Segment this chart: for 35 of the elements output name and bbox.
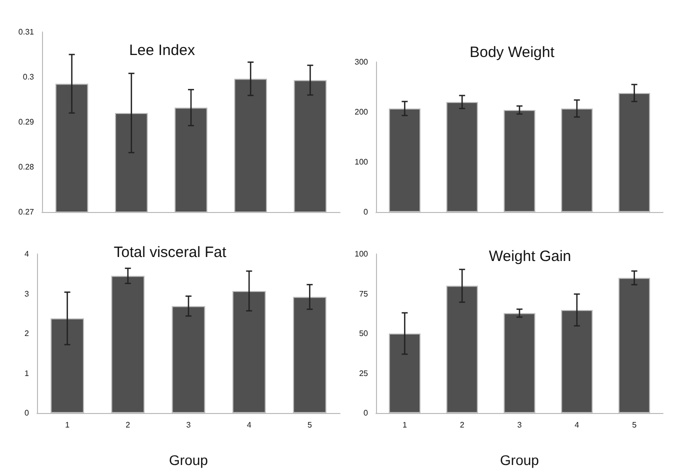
x-tick-label: 1 [402,420,408,430]
y-tick-label: 50 [359,329,369,338]
y-tick-label: 0.29 [18,118,35,126]
y-tick-label: 100 [354,250,369,258]
y-tick-label: 0.3 [22,72,35,82]
chart-title: Total visceral Fat [114,244,228,261]
x-tick-label: 5 [632,420,638,430]
x-tick-label: 2 [126,420,131,430]
y-tick-label: 4 [24,250,30,258]
x-axis-title: Group [169,452,208,468]
x-tick-label: 4 [246,420,252,430]
x-tick-label: 4 [574,420,580,430]
text: Lee Index [129,42,196,59]
y-tick-label: 0 [364,208,369,216]
x-axis-title: Group [500,452,540,468]
chart-title: Body Weight [470,44,556,61]
y-tick-label: 2 [24,329,30,338]
y-tick-label: 0.28 [18,162,35,172]
chart-title: Weight Gain [488,248,572,265]
y-tick-label: 75 [359,289,369,298]
y-tick-label: 25 [359,368,369,378]
y-tick-label: 3 [24,289,30,298]
y-tick-label: 100 [354,158,369,166]
y-tick-label: 0 [364,408,369,418]
x-tick-label: 5 [307,420,312,430]
y-tick-label: 0.27 [18,208,35,216]
x-tick-label: 1 [65,420,70,430]
x-tick-label: 3 [186,420,192,430]
y-tick-label: 200 [354,108,369,116]
y-tick-label: 300 [354,58,369,66]
y-tick-label: 0 [24,408,30,418]
x-tick-label: 3 [517,420,522,430]
y-tick-label: 1 [24,368,30,378]
y-tick-label: 0.31 [18,28,35,36]
x-tick-label: 2 [460,420,465,430]
